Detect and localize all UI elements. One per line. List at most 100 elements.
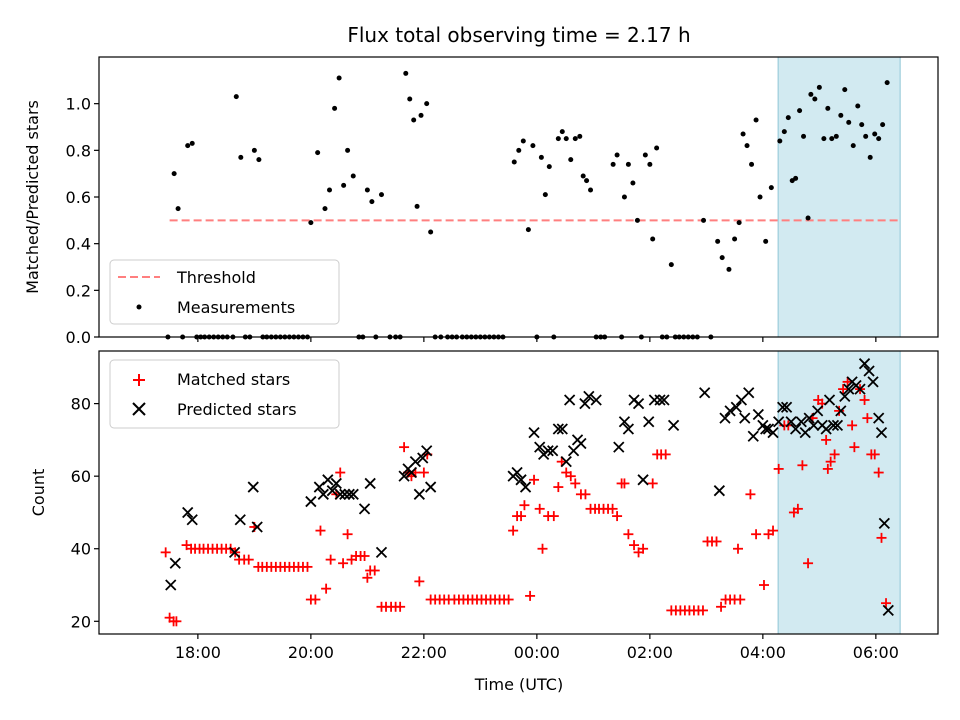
matched-point: [529, 474, 540, 485]
y-tick-label: 40: [71, 540, 91, 559]
predicted-point: [560, 456, 572, 468]
predicted-point: [780, 401, 793, 413]
matched-point: [773, 463, 784, 474]
predicted-point: [186, 514, 198, 526]
measurement-point: [763, 238, 769, 244]
measurement-point: [332, 105, 338, 111]
measurement-point: [872, 131, 878, 137]
measurement-point: [838, 112, 844, 118]
predicted-point: [658, 394, 670, 406]
predicted-point: [358, 503, 371, 515]
predicted-point: [622, 423, 635, 435]
y-tick-label: 80: [71, 395, 91, 414]
predicted-point: [613, 441, 625, 453]
predicted-point: [375, 546, 388, 559]
predicted-point: [739, 412, 751, 424]
matched-point: [822, 463, 833, 474]
predicted-point: [413, 488, 425, 500]
measurement-point: [530, 143, 536, 149]
measurement-point: [563, 136, 569, 142]
predicted-point: [322, 474, 334, 486]
matched-point: [315, 525, 326, 536]
matched-point: [881, 598, 892, 609]
predicted-point: [760, 423, 772, 435]
predicted-point: [234, 514, 246, 526]
predicted-point: [858, 358, 871, 370]
measurement-point: [614, 152, 620, 158]
y-tick-label: 0.0: [66, 328, 91, 347]
matched-point: [745, 489, 756, 500]
measurement-point: [884, 80, 890, 86]
matched-point: [876, 532, 887, 543]
measurement-point: [411, 117, 417, 123]
matched-point: [362, 572, 373, 583]
top-panel: 0.0 0.2 0.4 0.6 0.8 1.0 Matched/Predicted sta…: [23, 56, 939, 347]
legend-matched-swatch: [133, 374, 145, 386]
measurement-point: [233, 94, 239, 100]
matched-point: [335, 467, 346, 478]
measurement-point: [610, 161, 616, 167]
predicted-point: [878, 517, 890, 529]
matched-point: [862, 413, 873, 424]
predicted-point: [643, 416, 655, 428]
matched-point: [359, 550, 370, 561]
matched-point: [508, 525, 519, 536]
predicted-point: [873, 412, 885, 424]
highlight-span: [777, 56, 901, 338]
measurement-point: [580, 173, 586, 179]
measurement-point: [825, 105, 831, 111]
matched-point: [758, 580, 769, 591]
predicted-point: [575, 437, 587, 450]
measurement-point: [726, 266, 732, 272]
measurement-point: [542, 192, 548, 198]
matched-point: [338, 558, 349, 569]
predicted-point: [519, 481, 532, 493]
predicted-point: [326, 485, 338, 497]
measurement-point: [846, 119, 852, 125]
predicted-point: [579, 397, 591, 410]
matched-point: [243, 554, 254, 565]
measurement-point: [625, 161, 631, 167]
measurement-point: [850, 143, 856, 149]
predicted-point: [317, 488, 329, 500]
predicted-point: [364, 477, 376, 490]
measurement-point: [701, 217, 707, 223]
matched-point: [873, 467, 884, 478]
predicted-point: [867, 376, 879, 388]
measurement-point: [668, 262, 674, 268]
y-tick-label: 1.0: [66, 95, 91, 114]
measurement-point: [829, 136, 835, 142]
matched-point: [869, 449, 880, 460]
legend-box: [109, 359, 340, 429]
matched-point: [821, 434, 832, 445]
measurement-point: [880, 122, 886, 128]
predicted-point: [854, 383, 866, 395]
measurement-point: [546, 164, 552, 170]
matched-point: [369, 565, 380, 576]
predicted-point: [843, 383, 855, 395]
predicted-point: [417, 452, 429, 464]
predicted-point: [835, 405, 847, 417]
measurement-point: [833, 133, 839, 139]
legend-threshold-label: Threshold: [176, 268, 256, 287]
predicted-point: [747, 430, 759, 442]
matched-point: [302, 561, 313, 572]
measurement-point: [189, 140, 195, 146]
measurement-point: [842, 87, 848, 93]
measurement-point: [511, 159, 517, 165]
matched-point: [418, 467, 429, 478]
measurement-point: [424, 101, 430, 107]
measurement-point: [876, 136, 882, 142]
predicted-point: [405, 466, 418, 479]
matched-point: [503, 594, 514, 605]
legend-matched-label: Matched stars: [177, 370, 290, 389]
measurement-point: [642, 152, 648, 158]
bottom-y-axis-label: Count: [29, 469, 48, 517]
measurement-point: [364, 187, 370, 193]
measurement-point: [859, 122, 865, 128]
matched-point: [623, 529, 634, 540]
predicted-point: [398, 470, 410, 482]
predicted-point: [228, 546, 241, 559]
measurement-point: [336, 75, 342, 81]
matched-point: [697, 605, 708, 616]
